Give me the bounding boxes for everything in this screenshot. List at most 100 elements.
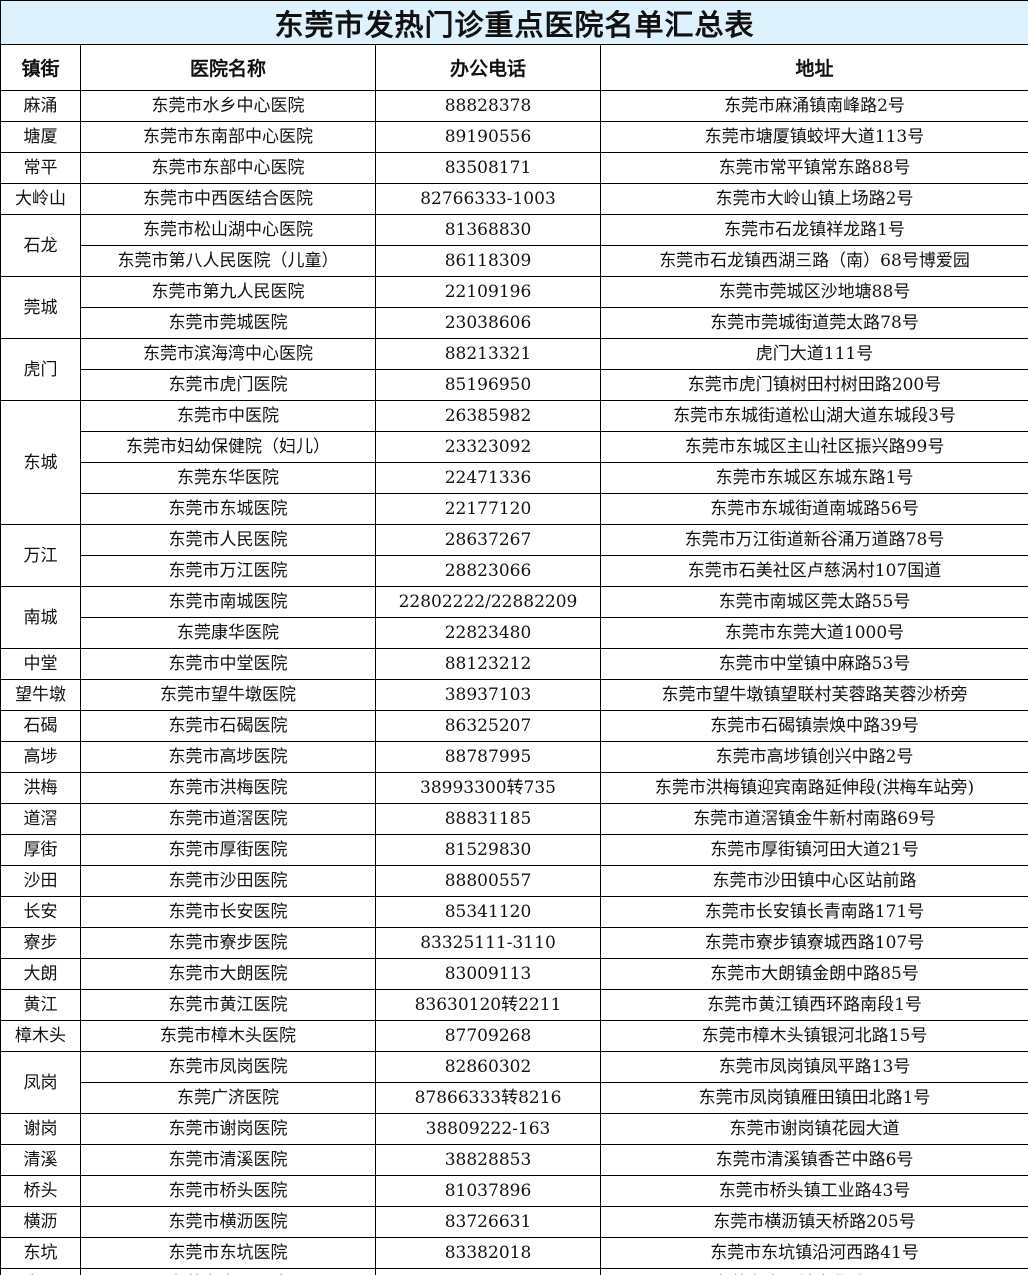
phone-cell: 38828853 bbox=[375, 1144, 601, 1176]
table-row: 东莞市万江医院 28823066 东莞市石美社区卢慈涡村107国道 bbox=[1, 555, 1028, 587]
address-cell: 东莞市石龙镇西湖三路（南）68号博爱园 bbox=[599, 245, 1028, 277]
town-cell: 洪梅 bbox=[0, 772, 81, 804]
phone-cell: 38993300转735 bbox=[375, 772, 601, 804]
table-row: 长安 东莞市长安医院 85341120 东莞市长安镇长青南路171号 bbox=[0, 896, 1028, 928]
table-row: 沙田 东莞市沙田医院 88800557 东莞市沙田镇中心区站前路 bbox=[0, 865, 1028, 897]
table-row: 虎门 东莞市滨海湾中心医院 88213321 虎门大道111号 bbox=[0, 338, 1028, 401]
phone-cell: 83382018 bbox=[375, 1237, 601, 1269]
town-cell: 塘厦 bbox=[0, 121, 81, 153]
town-cell: 石碣 bbox=[0, 710, 81, 742]
town-cell: 莞城 bbox=[0, 276, 81, 339]
address-cell: 东莞市莞城街道莞太路78号 bbox=[599, 307, 1028, 339]
hospital-name-cell: 东莞市洪梅医院 bbox=[80, 772, 376, 804]
town-cell: 樟木头 bbox=[0, 1020, 81, 1052]
town-cell: 东坑 bbox=[0, 1237, 81, 1269]
hospital-name-cell: 东莞市中西医结合医院 bbox=[80, 183, 376, 215]
phone-cell: 28823066 bbox=[375, 555, 601, 587]
table-row: 企石东莞市企石医院86726633东莞市企石镇宝华路115号 bbox=[0, 1268, 1028, 1275]
table-row: 东莞市虎门医院 85196950 东莞市虎门镇树田村树田路200号 bbox=[1, 369, 1028, 401]
address-cell: 东莞市谢岗镇花园大道 bbox=[599, 1113, 1028, 1145]
table-row: 横沥 东莞市横沥医院 83726631 东莞市横沥镇天桥路205号 bbox=[0, 1206, 1028, 1238]
phone-cell: 89190556 bbox=[375, 121, 601, 153]
table-row: 东莞康华医院 22823480 东莞市东莞大道1000号 bbox=[1, 617, 1028, 649]
hospital-name-cell: 东莞市东部中心医院 bbox=[80, 152, 376, 184]
hospital-name-cell: 东莞市第八人民医院（儿童） bbox=[80, 245, 376, 277]
town-cell: 寮步 bbox=[0, 927, 81, 959]
hospital-name-cell: 东莞市人民医院 bbox=[80, 524, 376, 556]
address-cell: 东莞市沙田镇中心区站前路 bbox=[599, 865, 1028, 897]
hospital-name-cell: 东莞市松山湖中心医院 bbox=[80, 214, 376, 246]
address-cell: 东莞市莞城区沙地塘88号 bbox=[599, 276, 1028, 308]
address-cell: 东莞市凤岗镇凤平路13号 bbox=[599, 1051, 1028, 1083]
address-cell: 东莞市东坑镇沿河西路41号 bbox=[599, 1237, 1028, 1269]
address-cell: 东莞市东城街道松山湖大道东城段3号 bbox=[599, 400, 1028, 432]
phone-cell: 88123212 bbox=[375, 648, 601, 680]
table-row: 塘厦 东莞市东南部中心医院 89190556 东莞市塘厦镇蛟坪大道113号 bbox=[0, 121, 1028, 153]
phone-cell: 22802222/22882209 bbox=[375, 586, 601, 618]
hospital-name-cell: 东莞市桥头医院 bbox=[80, 1175, 376, 1207]
town-cell: 凤岗 bbox=[0, 1051, 81, 1114]
table-row: 樟木头 东莞市樟木头医院 87709268 东莞市樟木头镇银河北路15号 bbox=[0, 1020, 1028, 1052]
header-row: 镇街 医院名称 办公电话 地址 bbox=[0, 44, 1028, 91]
table-row: 道滘 东莞市道滘医院 88831185 东莞市道滘镇金牛新村南路69号 bbox=[0, 803, 1028, 835]
town-cell: 沙田 bbox=[0, 865, 81, 897]
address-cell: 东莞市虎门镇树田村树田路200号 bbox=[599, 369, 1028, 401]
hospital-name-cell: 东莞市南城医院 bbox=[80, 586, 376, 618]
table-row: 洪梅 东莞市洪梅医院 38993300转735 东莞市洪梅镇迎宾南路延伸段(洪梅车站旁… bbox=[0, 772, 1028, 804]
address-cell: 东莞市石龙镇祥龙路1号 bbox=[599, 214, 1028, 246]
hospital-name-cell: 东莞东华医院 bbox=[80, 462, 376, 494]
phone-cell: 85341120 bbox=[375, 896, 601, 928]
address-cell: 东莞市大岭山镇上场路2号 bbox=[599, 183, 1028, 215]
town-cell: 桥头 bbox=[0, 1175, 81, 1207]
hospital-name-cell: 东莞市东坑医院 bbox=[80, 1237, 376, 1269]
phone-cell: 88787995 bbox=[375, 741, 601, 773]
address-cell: 虎门大道111号 bbox=[599, 338, 1028, 370]
address-cell: 东莞市麻涌镇南峰路2号 bbox=[599, 90, 1028, 122]
table-row: 东莞市东城医院 22177120 东莞市东城街道南城路56号 bbox=[1, 493, 1028, 525]
phone-cell: 88828378 bbox=[375, 90, 601, 122]
table-row: 石碣 东莞市石碣医院 86325207 东莞市石碣镇崇焕中路39号 bbox=[0, 710, 1028, 742]
town-cell: 清溪 bbox=[0, 1144, 81, 1176]
table-row: 东莞广济医院 87866333转8216 东莞市凤岗镇雁田镇田北路1号 bbox=[1, 1082, 1028, 1114]
town-cell: 南城 bbox=[0, 586, 81, 649]
phone-cell: 88800557 bbox=[375, 865, 601, 897]
table-row: 凤岗 东莞市凤岗医院 82860302 东莞市凤岗镇凤平路13号 bbox=[0, 1051, 1028, 1114]
hospital-name-cell: 东莞市中医院 bbox=[80, 400, 376, 432]
page-title: 东莞市发热门诊重点医院名单汇总表 bbox=[0, 0, 1028, 45]
address-cell: 东莞市中堂镇中麻路53号 bbox=[599, 648, 1028, 680]
phone-cell: 22823480 bbox=[375, 617, 601, 649]
town-cell: 万江 bbox=[0, 524, 81, 587]
column-header-town: 镇街 bbox=[0, 44, 81, 91]
table-row: 东莞市妇幼保健院（妇儿） 23323092 东莞市东城区主山社区振兴路99号 bbox=[1, 431, 1028, 463]
table-row: 常平 东莞市东部中心医院 83508171 东莞市常平镇常东路88号 bbox=[0, 152, 1028, 184]
address-cell: 东莞市石美社区卢慈涡村107国道 bbox=[599, 555, 1028, 587]
phone-cell: 88213321 bbox=[375, 338, 601, 370]
phone-cell: 82860302 bbox=[375, 1051, 601, 1083]
town-cell: 常平 bbox=[0, 152, 81, 184]
phone-cell: 22177120 bbox=[375, 493, 601, 525]
address-cell: 东莞市大朗镇金朗中路85号 bbox=[599, 958, 1028, 990]
hospital-name-cell: 东莞市谢岗医院 bbox=[80, 1113, 376, 1145]
address-cell: 东莞市常平镇常东路88号 bbox=[599, 152, 1028, 184]
hospital-name-cell: 东莞广济医院 bbox=[80, 1082, 376, 1114]
phone-cell: 83630120转2211 bbox=[375, 989, 601, 1021]
hospital-name-cell: 东莞市万江医院 bbox=[80, 555, 376, 587]
table-row: 谢岗 东莞市谢岗医院 38809222-163 东莞市谢岗镇花园大道 bbox=[0, 1113, 1028, 1145]
table-row: 望牛墩 东莞市望牛墩医院 38937103 东莞市望牛墩镇望联村芙蓉路芙蓉沙桥旁 bbox=[0, 679, 1028, 711]
phone-cell: 83726631 bbox=[375, 1206, 601, 1238]
address-cell: 东莞市东城区东城东路1号 bbox=[599, 462, 1028, 494]
hospital-name-cell: 东莞市东南部中心医院 bbox=[80, 121, 376, 153]
town-cell: 大朗 bbox=[0, 958, 81, 990]
hospital-name-cell: 东莞市道滘医院 bbox=[80, 803, 376, 835]
phone-cell: 22109196 bbox=[375, 276, 601, 308]
address-cell: 东莞市东城区主山社区振兴路99号 bbox=[599, 431, 1028, 463]
hospital-name-cell: 东莞市厚街医院 bbox=[80, 834, 376, 866]
hospital-name-cell: 东莞市望牛墩医院 bbox=[80, 679, 376, 711]
table-row: 东莞市第八人民医院（儿童） 86118309 东莞市石龙镇西湖三路（南）68号博爱园 bbox=[1, 245, 1028, 277]
phone-cell: 28637267 bbox=[375, 524, 601, 556]
hospital-name-cell: 东莞市水乡中心医院 bbox=[80, 90, 376, 122]
hospital-name-cell: 东莞市妇幼保健院（妇儿） bbox=[80, 431, 376, 463]
hospital-name-cell: 东莞市凤岗医院 bbox=[80, 1051, 376, 1083]
table-row: 石龙 东莞市松山湖中心医院 81368830 东莞市石龙镇祥龙路1号 bbox=[0, 214, 1028, 277]
